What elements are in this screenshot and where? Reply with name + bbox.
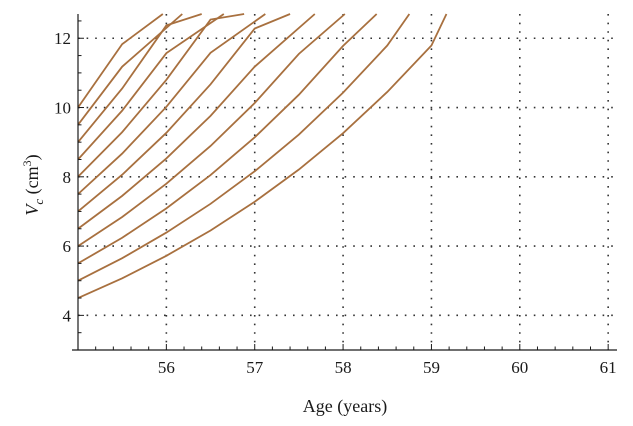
x-tick-label-59: 59	[423, 358, 440, 377]
series-line-11	[77, 13, 183, 126]
x-tick-label-57: 57	[246, 358, 264, 377]
y-tick-label-4: 4	[63, 306, 72, 325]
x-tick-label-58: 58	[335, 358, 352, 377]
y-tick-label-12: 12	[54, 29, 71, 48]
y-tick-label-8: 8	[63, 168, 72, 187]
series-line-10	[77, 13, 202, 143]
x-axis-label: Age (years)	[303, 396, 387, 417]
y-axis-label-close: )	[22, 154, 43, 160]
y-axis-label-symbol: V	[22, 203, 42, 216]
x-tick-label-56: 56	[158, 358, 175, 377]
x-tick-label-61: 61	[600, 358, 617, 377]
grid-lines	[78, 14, 617, 350]
series-line-6	[77, 13, 291, 213]
series-line-12	[77, 13, 164, 109]
chart-series	[77, 13, 448, 299]
series-line-1	[77, 13, 448, 299]
series-line-8	[77, 13, 245, 178]
y-axis-label-power: 3	[20, 160, 34, 166]
series-line-9	[77, 13, 225, 161]
series-line-7	[77, 13, 266, 195]
series-line-5	[77, 13, 316, 230]
svg-text:Vc (cm3): Vc (cm3)	[20, 154, 46, 215]
y-tick-label-6: 6	[63, 237, 72, 256]
chart-axes	[72, 14, 617, 351]
tick-labels: 56 57 58 59 60 61 4 6 8 10 12	[54, 29, 617, 377]
series-line-2	[77, 13, 411, 282]
series-line-4	[77, 13, 346, 247]
y-axis-label: Vc (cm3)	[20, 154, 46, 215]
x-tick-label-60: 60	[511, 358, 528, 377]
y-axis-label-subscript: c	[31, 199, 46, 205]
y-axis-label-unit: (cm	[22, 166, 43, 198]
y-tick-label-10: 10	[54, 99, 71, 118]
series-line-3	[77, 13, 378, 265]
